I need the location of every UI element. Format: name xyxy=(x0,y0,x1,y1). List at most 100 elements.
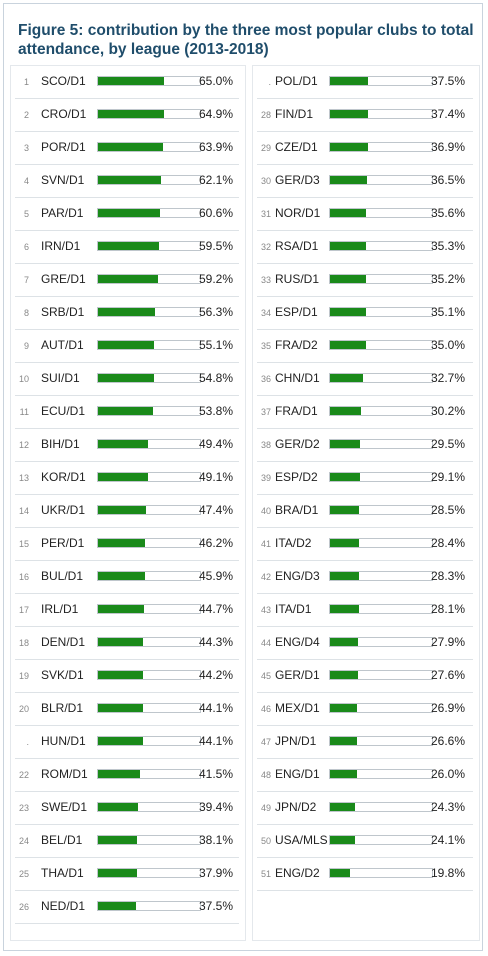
bar-track xyxy=(97,307,201,317)
bar-track xyxy=(97,670,201,680)
bar xyxy=(330,869,351,877)
bar xyxy=(330,275,366,283)
rank-number: 4 xyxy=(23,176,29,186)
league-label: MEX/D1 xyxy=(275,701,320,715)
bar-row: 28 FIN/D1 37.4% xyxy=(257,99,473,132)
rank-number: 44 xyxy=(260,638,271,648)
rank-number: 47 xyxy=(260,737,271,747)
bar-row: . HUN/D1 44.1% xyxy=(15,726,239,759)
bar xyxy=(330,836,355,844)
rank-number: 51 xyxy=(260,869,271,879)
rank-number: 15 xyxy=(18,539,29,549)
bar-track xyxy=(97,769,201,779)
bar-row: 24 BEL/D1 38.1% xyxy=(15,825,239,858)
rank-number: 22 xyxy=(18,770,29,780)
value-label: 36.5% xyxy=(430,173,465,187)
rank-number: 34 xyxy=(260,308,271,318)
bar xyxy=(98,176,162,184)
rank-number: 12 xyxy=(18,440,29,450)
bar-track xyxy=(97,868,201,878)
value-label: 26.6% xyxy=(430,734,465,748)
bar-track xyxy=(97,538,201,548)
value-label: 24.1% xyxy=(430,833,465,847)
bar xyxy=(98,473,149,481)
bar-row: 13 KOR/D1 49.1% xyxy=(15,462,239,495)
bar-row: 44 ENG/D4 27.9% xyxy=(257,627,473,660)
bar xyxy=(330,770,357,778)
league-label: ITA/D1 xyxy=(275,602,312,616)
bar-row: 48 ENG/D1 26.0% xyxy=(257,759,473,792)
bar xyxy=(98,836,137,844)
bar-track xyxy=(329,703,433,713)
bar-track xyxy=(97,208,201,218)
bar-track xyxy=(97,901,201,911)
rank-number: 5 xyxy=(23,209,29,219)
chart-title: Figure 5: contribution by the three most… xyxy=(18,22,474,58)
rank-number: 49 xyxy=(260,803,271,813)
bar-track xyxy=(329,340,433,350)
league-label: UKR/D1 xyxy=(41,503,86,517)
bar xyxy=(330,572,359,580)
bar-row: 26 NED/D1 37.5% xyxy=(15,891,239,924)
league-label: ECU/D1 xyxy=(41,404,86,418)
league-label: HUN/D1 xyxy=(41,734,86,748)
rank-number: 35 xyxy=(260,341,271,351)
value-label: 49.1% xyxy=(198,470,233,484)
rank-number: 7 xyxy=(23,275,29,285)
value-label: 28.3% xyxy=(430,569,465,583)
value-label: 64.9% xyxy=(198,107,233,121)
league-label: ITA/D2 xyxy=(275,536,312,550)
bar-track xyxy=(329,241,433,251)
bar-track xyxy=(97,109,201,119)
league-label: ESP/D1 xyxy=(275,305,318,319)
league-label: GRE/D1 xyxy=(41,272,86,286)
bar xyxy=(330,506,360,514)
value-label: 54.8% xyxy=(198,371,233,385)
league-label: FIN/D1 xyxy=(275,107,314,121)
bar xyxy=(98,308,156,316)
league-label: POR/D1 xyxy=(41,140,86,154)
value-label: 63.9% xyxy=(198,140,233,154)
value-label: 35.6% xyxy=(430,206,465,220)
bar-track xyxy=(329,538,433,548)
value-label: 37.9% xyxy=(198,866,233,880)
league-label: GER/D1 xyxy=(275,668,320,682)
bar-track xyxy=(329,505,433,515)
rank-number: 3 xyxy=(23,143,29,153)
league-label: SVK/D1 xyxy=(41,668,84,682)
bar-row: 39 ESP/D2 29.1% xyxy=(257,462,473,495)
bar-track xyxy=(329,175,433,185)
league-label: SWE/D1 xyxy=(41,800,88,814)
value-label: 45.9% xyxy=(198,569,233,583)
value-label: 37.5% xyxy=(430,74,465,88)
value-label: 44.2% xyxy=(198,668,233,682)
league-label: IRL/D1 xyxy=(41,602,79,616)
value-label: 44.7% xyxy=(198,602,233,616)
bar-track xyxy=(97,241,201,251)
league-label: SCO/D1 xyxy=(41,74,86,88)
bar-row: 42 ENG/D3 28.3% xyxy=(257,561,473,594)
bar xyxy=(330,242,366,250)
league-label: NOR/D1 xyxy=(275,206,321,220)
rank-number: 37 xyxy=(260,407,271,417)
league-label: ENG/D3 xyxy=(275,569,320,583)
rank-number: 16 xyxy=(18,572,29,582)
bar-row: 12 BIH/D1 49.4% xyxy=(15,429,239,462)
bar xyxy=(330,539,359,547)
bar xyxy=(98,605,144,613)
bar-row: 50 USA/MLS 24.1% xyxy=(257,825,473,858)
rank-number: 18 xyxy=(18,638,29,648)
bar-track xyxy=(97,274,201,284)
rank-number: 43 xyxy=(260,605,271,615)
rank-number: . xyxy=(268,77,271,87)
value-label: 55.1% xyxy=(198,338,233,352)
value-label: 35.2% xyxy=(430,272,465,286)
rank-number: 10 xyxy=(18,374,29,384)
bar xyxy=(330,77,369,85)
value-label: 26.9% xyxy=(430,701,465,715)
rank-number: 6 xyxy=(23,242,29,252)
value-label: 27.9% xyxy=(430,635,465,649)
bar-row: . POL/D1 37.5% xyxy=(257,66,473,99)
bar xyxy=(98,539,146,547)
bar-row: 41 ITA/D2 28.4% xyxy=(257,528,473,561)
